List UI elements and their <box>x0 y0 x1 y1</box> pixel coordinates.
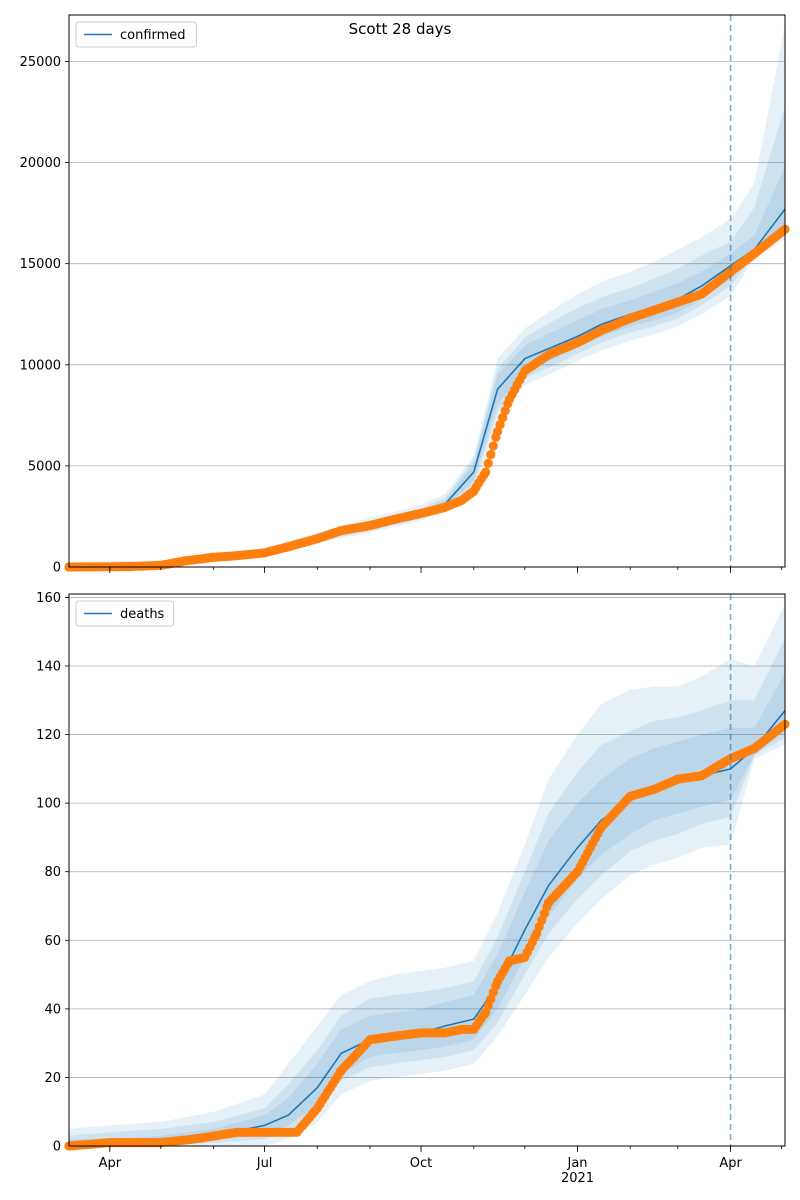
y-tick-label: 25000 <box>20 55 61 70</box>
confidence-band-2 <box>69 638 785 1146</box>
observed-point <box>483 458 493 468</box>
observed-point <box>498 413 508 423</box>
observed-point <box>495 420 505 430</box>
figure-title: Scott 28 days <box>348 20 452 38</box>
confidence-band-1 <box>69 25 785 568</box>
y-tick-label: 20000 <box>20 156 61 171</box>
x-tick-label: Oct <box>410 1156 432 1171</box>
confidence-band-2 <box>69 106 785 567</box>
deaths-panel: 0 20 40 60 80 100 120 140 160 Apr Jul Oct Jan Apr 2021… <box>36 591 790 1186</box>
observed-point <box>500 406 510 416</box>
y-tick-label: 140 <box>36 660 61 675</box>
legend-box <box>75 21 197 48</box>
y-tick-label: 5000 <box>28 459 61 474</box>
legend-box <box>75 600 175 627</box>
axes-frame <box>68 593 786 1147</box>
x-tick-label: Jan <box>566 1156 587 1171</box>
legend-label: confirmed <box>120 28 186 43</box>
confidence-band-1 <box>69 604 785 1146</box>
y-tick-label: 15000 <box>20 257 61 272</box>
y-tick-label: 10000 <box>20 358 61 373</box>
confirmed-panel: 0 5000 10000 15000 20000 25000 confirmed <box>20 14 790 576</box>
y-tick-label: 80 <box>44 865 61 880</box>
observed-series <box>64 224 790 572</box>
y-tick-label: 120 <box>36 728 61 743</box>
legend: confirmed <box>75 21 197 48</box>
confidence-band-3 <box>69 672 785 1146</box>
observed-series <box>64 719 790 1151</box>
observed-point <box>486 450 496 460</box>
y-tick-label: 60 <box>44 934 61 949</box>
observed-point <box>481 467 491 477</box>
y-tick-label: 0 <box>53 561 61 576</box>
y-tick-label: 160 <box>36 591 61 606</box>
x-tick-label: Apr <box>719 1156 742 1171</box>
axes-frame <box>68 14 786 568</box>
x-tick-label: Apr <box>99 1156 122 1171</box>
observed-point <box>488 441 498 451</box>
legend: deaths <box>75 600 175 627</box>
y-tick-label: 20 <box>44 1071 61 1086</box>
y-tick-label: 0 <box>53 1140 61 1155</box>
x-tick-label: Jul <box>256 1156 273 1171</box>
legend-label: deaths <box>120 607 165 622</box>
y-tick-label: 100 <box>36 797 61 812</box>
observed-point <box>493 426 503 437</box>
x-tick-year-label: 2021 <box>561 1171 594 1186</box>
y-tick-label: 40 <box>44 1002 61 1017</box>
